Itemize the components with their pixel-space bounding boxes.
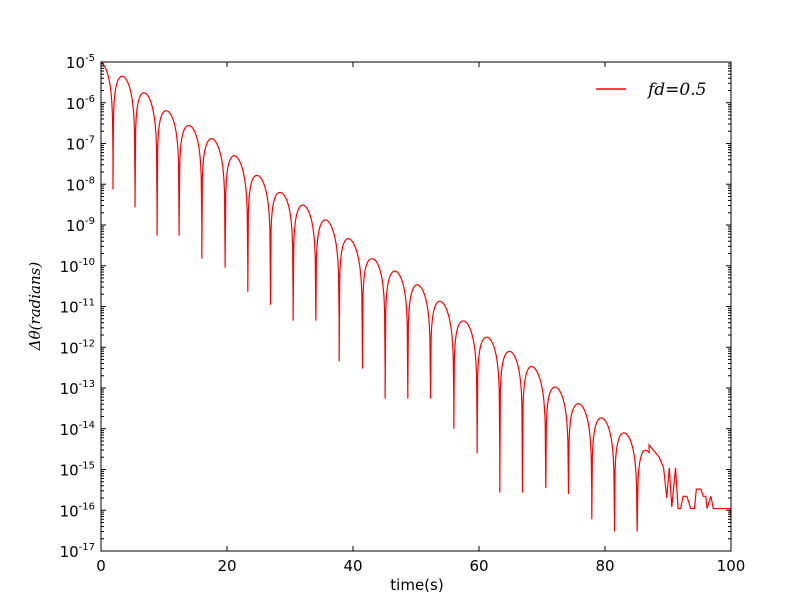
- x-tick-label: 40: [343, 557, 362, 575]
- y-axis-ticks: 10-5 10-6 10-7 10-8 10-9 10-10 10-11 10-12 10-13…: [60, 53, 731, 561]
- y-tick-label: 10-17: [60, 542, 95, 561]
- legend-label-fd-0-5: fd=0.5: [646, 80, 706, 100]
- y-tick-label: 10-5: [66, 53, 95, 72]
- x-tick-label: 80: [595, 557, 614, 575]
- y-tick-label: 10-10: [60, 257, 95, 276]
- y-axis-label: Δθ(radians): [26, 262, 44, 352]
- y-tick-label: 10-8: [66, 175, 95, 194]
- y-tick-label: 10-12: [60, 338, 95, 357]
- y-tick-label: 10-15: [60, 461, 95, 480]
- y-tick-label: 10-16: [60, 501, 95, 520]
- x-tick-label: 0: [96, 557, 106, 575]
- legend: fd=0.5: [596, 80, 706, 100]
- x-tick-label: 20: [217, 557, 236, 575]
- x-tick-label: 100: [717, 557, 746, 575]
- series-line-fd-0-5: [100, 61, 732, 532]
- y-tick-label: 10-14: [60, 420, 95, 439]
- x-axis-label: time(s): [390, 576, 443, 594]
- y-tick-label: 10-13: [60, 379, 95, 398]
- y-tick-label: 10-9: [66, 216, 95, 235]
- y-tick-label: 10-6: [66, 94, 95, 113]
- x-tick-label: 60: [469, 557, 488, 575]
- y-tick-label: 10-11: [60, 298, 95, 317]
- x-axis-ticks: 0 20 40 60 80 100: [96, 62, 745, 575]
- y-tick-label: 10-7: [66, 135, 95, 154]
